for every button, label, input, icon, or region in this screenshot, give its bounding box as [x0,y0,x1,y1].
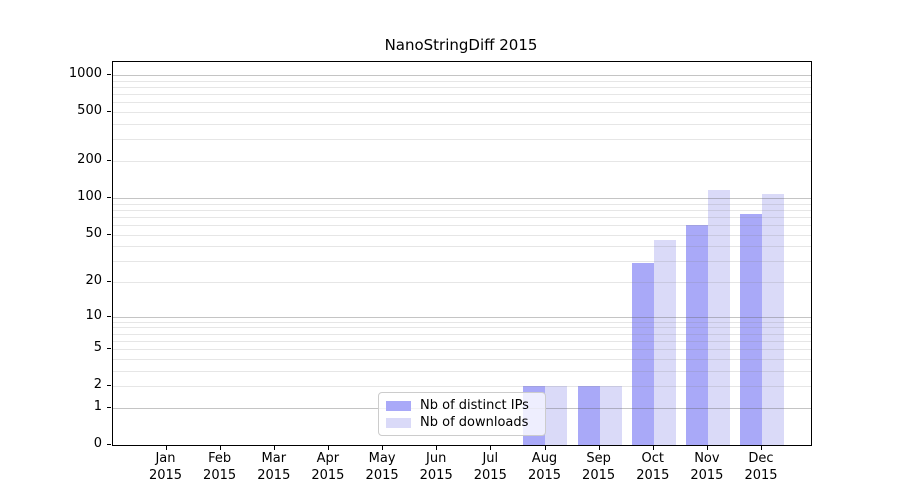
minor-gridline [113,139,811,141]
bar-dec-downloads [762,193,785,445]
legend-label: Nb of distinct IPs [420,398,529,413]
y-tick-mark [107,233,111,235]
y-tick-mark [107,196,111,198]
y-tick-mark [107,111,111,113]
x-tick-label-may: May 2015 [365,451,399,483]
plot-area [112,61,812,446]
x-tick-mark [165,446,167,450]
x-tick-label-aug: Aug 2015 [527,451,562,483]
y-tick-mark [107,160,111,161]
x-tick-mark [219,446,221,450]
bar-dec-ips [740,213,763,445]
minor-gridline [113,87,811,88]
y-tick-label: 500 [77,103,102,119]
y-tick-label: 10 [85,307,102,323]
x-tick-label-jun: Jun 2015 [419,451,453,483]
legend-label: Nb of downloads [420,415,529,430]
minor-gridline [113,216,811,218]
chart-title: NanoStringDiff 2015 [384,36,538,54]
y-tick-label: 1000 [68,66,102,81]
major-gridline [113,75,811,76]
minor-gridline [113,370,811,372]
minor-gridline [113,321,811,323]
x-tick-label-oct: Oct 2015 [636,451,670,483]
minor-gridline [113,333,811,335]
x-tick-mark [761,446,762,450]
y-tick-label: 50 [85,225,102,241]
minor-gridline [113,246,811,248]
bar-aug-downloads [545,386,568,445]
legend-row: Nb of downloads [386,415,538,430]
x-tick-mark [382,446,384,450]
x-tick-label-nov: Nov 2015 [690,451,724,483]
y-tick-label: 2 [93,377,102,393]
y-tick-label: 20 [85,273,102,288]
bar-oct-ips [631,262,654,445]
x-tick-label-apr: Apr 2015 [311,451,345,483]
minor-gridline [113,386,811,388]
major-gridline [113,197,811,199]
legend: Nb of distinct IPs Nb of downloads [378,392,546,436]
x-tick-mark [273,446,275,450]
x-tick-mark [544,446,546,450]
bar-nov-ips [685,224,708,445]
x-tick-label-jan: Jan 2015 [148,451,183,483]
x-tick-mark [490,446,492,450]
x-tick-label-feb: Feb 2015 [203,451,237,483]
y-tick-label: 1 [93,398,102,414]
y-tick-mark [107,385,111,387]
y-tick-mark [107,281,111,282]
y-tick-mark [107,406,111,408]
bars-layer [113,62,811,445]
y-tick-mark [107,74,111,75]
x-tick-mark [327,446,329,450]
grid-layer [113,62,811,445]
legend-row: Nb of distinct IPs [386,398,538,413]
x-tick-label-mar: Mar 2015 [257,451,291,483]
minor-gridline [113,358,811,360]
y-tick-mark [107,444,111,445]
x-tick-mark [436,446,438,450]
minor-gridline [113,349,811,351]
x-tick-label-sep: Sep 2015 [582,451,616,483]
bar-nov-downloads [707,189,730,445]
y-tick-label: 100 [77,188,102,204]
bar-sep-downloads [599,386,622,445]
minor-gridline [113,94,811,96]
minor-gridline [113,203,811,205]
x-tick-mark [598,446,600,450]
x-tick-mark [706,446,708,450]
minor-gridline [113,261,811,263]
x-tick-label-dec: Dec 2015 [744,451,778,483]
major-gridline [113,316,811,318]
legend-swatch-icon [386,417,411,428]
y-tick-label: 5 [93,340,102,356]
x-tick-mark [652,446,654,450]
minor-gridline [113,224,811,226]
minor-gridline [113,80,811,82]
minor-gridline [113,282,811,283]
minor-gridline [113,161,811,162]
legend-swatch-icon [386,400,411,411]
y-tick-label: 200 [77,152,102,167]
y-tick-mark [107,315,111,317]
x-tick-label-jul: Jul 2015 [473,451,507,483]
minor-gridline [113,102,811,104]
minor-gridline [113,209,811,211]
y-tick-label: 0 [93,436,102,451]
minor-gridline [113,327,811,329]
bar-oct-downloads [653,240,676,445]
minor-gridline [113,124,811,125]
bar-sep-ips [577,386,600,445]
minor-gridline [113,340,811,342]
minor-gridline [113,234,811,236]
minor-gridline [113,112,811,114]
y-tick-mark [107,348,111,350]
